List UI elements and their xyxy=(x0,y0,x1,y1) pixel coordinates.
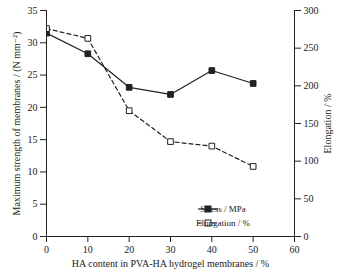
svg-text:40: 40 xyxy=(207,244,217,255)
svg-text:Maximum strength of membranes: Maximum strength of membranes / (N mm⁻²) xyxy=(11,32,23,216)
svg-text:50: 50 xyxy=(304,193,314,204)
svg-text:300: 300 xyxy=(304,5,319,16)
svg-text:25: 25 xyxy=(28,69,38,80)
svg-text:Stress / MPa: Stress / MPa xyxy=(200,204,246,214)
svg-text:0: 0 xyxy=(33,231,38,242)
svg-text:20: 20 xyxy=(28,102,38,113)
svg-text:60: 60 xyxy=(290,244,300,255)
svg-text:HA content in PVA-HA hydrogel: HA content in PVA-HA hydrogel membranes … xyxy=(72,258,269,269)
svg-text:15: 15 xyxy=(28,134,38,145)
svg-text:10: 10 xyxy=(83,244,93,255)
svg-text:0: 0 xyxy=(304,231,309,242)
svg-text:200: 200 xyxy=(304,80,319,91)
svg-text:250: 250 xyxy=(304,42,319,53)
svg-text:150: 150 xyxy=(304,118,319,129)
svg-text:50: 50 xyxy=(248,244,258,255)
svg-text:100: 100 xyxy=(304,155,319,166)
svg-text:35: 35 xyxy=(28,5,38,16)
svg-text:0: 0 xyxy=(44,244,49,255)
svg-text:30: 30 xyxy=(166,244,176,255)
svg-text:5: 5 xyxy=(33,198,38,209)
svg-text:10: 10 xyxy=(28,166,38,177)
svg-text:Elongation / %: Elongation / % xyxy=(322,94,333,154)
svg-text:20: 20 xyxy=(124,244,134,255)
svg-text:Elongation / %: Elongation / % xyxy=(196,218,250,228)
svg-text:30: 30 xyxy=(28,37,38,48)
